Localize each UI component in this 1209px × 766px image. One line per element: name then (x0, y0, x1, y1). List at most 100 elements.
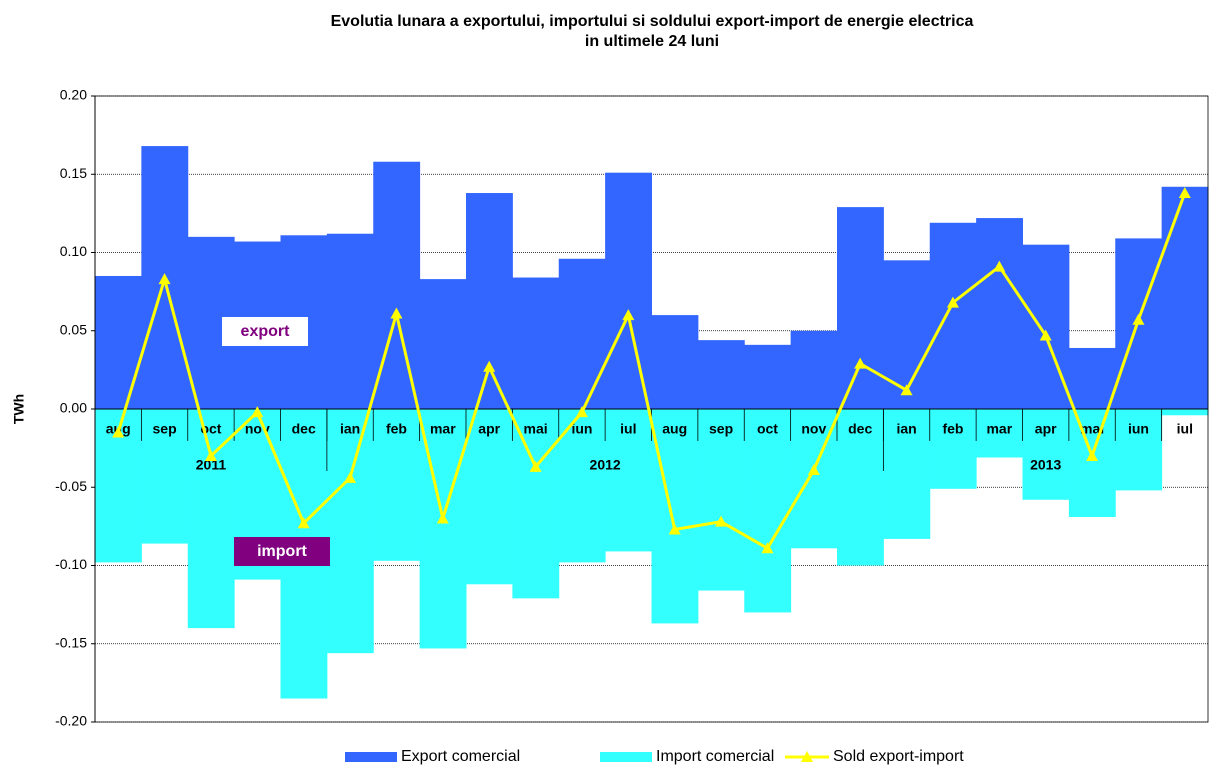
marker (761, 542, 774, 554)
y-tick-label: 0.00 (60, 400, 87, 416)
marker (436, 512, 449, 524)
marker (900, 384, 913, 396)
x-tick-label: dec (292, 421, 316, 437)
bar (512, 277, 560, 409)
bar (883, 409, 931, 539)
x-tick-label: mar (986, 421, 1012, 437)
bar (790, 330, 838, 409)
marker (1178, 187, 1191, 199)
marker (297, 517, 310, 529)
bar (605, 409, 652, 552)
x-tick-label: ian (340, 421, 360, 437)
chart-subtitle: in ultimele 24 luni (585, 33, 719, 50)
plot-border (94, 95, 1209, 723)
legend-swatch (345, 752, 397, 762)
marker (529, 460, 542, 472)
bar (1161, 186, 1209, 409)
marker (251, 406, 264, 418)
bar (1068, 347, 1116, 409)
marker (668, 523, 681, 535)
bar (651, 409, 699, 624)
y-tick-label: 0.05 (60, 321, 87, 337)
x-tick-label: iun (1128, 421, 1149, 437)
marker (204, 449, 217, 461)
bar (1022, 244, 1070, 409)
x-tick-label: aug (662, 421, 687, 437)
bar (1161, 409, 1209, 416)
bar (697, 340, 745, 409)
marker (483, 360, 496, 372)
chart-title: Evolutia lunara a exportului, importului… (331, 13, 974, 30)
marker (158, 273, 171, 285)
x-tick-label: dec (848, 421, 872, 437)
legend-label: Export comercial (401, 748, 520, 765)
marker (622, 309, 635, 321)
marker (946, 296, 959, 308)
bar (326, 409, 374, 654)
annotation: export (241, 323, 291, 340)
bar (1115, 409, 1163, 491)
bar (141, 409, 189, 544)
marker (344, 471, 357, 483)
bar (187, 409, 235, 629)
bar (373, 409, 421, 561)
marker (390, 307, 403, 319)
bar (976, 218, 1023, 409)
bar (929, 222, 977, 409)
bar (512, 409, 560, 599)
x-tick-label: nov (801, 421, 826, 437)
line (116, 192, 1187, 551)
y-tick-label: -0.05 (55, 478, 87, 494)
bar (558, 409, 606, 563)
marker (575, 406, 588, 418)
y-tick-label: 0.10 (60, 243, 87, 259)
bar (95, 275, 142, 409)
marker (1039, 329, 1052, 341)
legend-marker (801, 751, 813, 762)
bar (651, 315, 699, 409)
x-tick-label: sep (153, 421, 177, 437)
x-tick-label: mai (524, 421, 548, 437)
x-tick-label: apr (478, 421, 500, 437)
annotation: import (257, 543, 307, 560)
marker (1132, 313, 1145, 325)
bar (837, 409, 884, 566)
annotation-box (234, 537, 330, 566)
x-tick-label: sep (709, 421, 733, 437)
y-tick-label: 0.15 (60, 165, 87, 181)
legend-swatch (600, 752, 652, 762)
bar (929, 409, 977, 489)
x-tick-label: mai (1080, 421, 1104, 437)
x-group-label: 2012 (590, 457, 621, 473)
bar (883, 260, 931, 409)
marker (112, 426, 125, 438)
bar (697, 409, 745, 591)
bar (419, 279, 467, 409)
marker (854, 357, 867, 369)
bar (1068, 409, 1116, 517)
x-tick-label: apr (1035, 421, 1057, 437)
bar (466, 193, 513, 409)
annotation-box (222, 317, 308, 346)
x-tick-label: iul (620, 421, 636, 437)
y-tick-label: -0.10 (55, 556, 87, 572)
bar (837, 207, 884, 409)
y-axis-label: TWh (11, 394, 27, 424)
bar (558, 258, 606, 409)
x-tick-label: feb (386, 421, 407, 437)
marker (993, 260, 1006, 272)
bar (744, 344, 792, 409)
legend-label: Import comercial (656, 748, 774, 765)
y-tick-label: 0.20 (60, 87, 87, 103)
bar (976, 409, 1023, 458)
marker (807, 464, 820, 476)
x-group-label: 2011 (196, 457, 227, 473)
x-group-label: 2013 (1030, 457, 1061, 473)
bar (326, 233, 374, 409)
y-tick-label: -0.15 (55, 634, 87, 650)
x-tick-label: mar (430, 421, 456, 437)
marker (1086, 449, 1099, 461)
x-tick-label: feb (942, 421, 963, 437)
x-tick-label: oct (757, 421, 778, 437)
